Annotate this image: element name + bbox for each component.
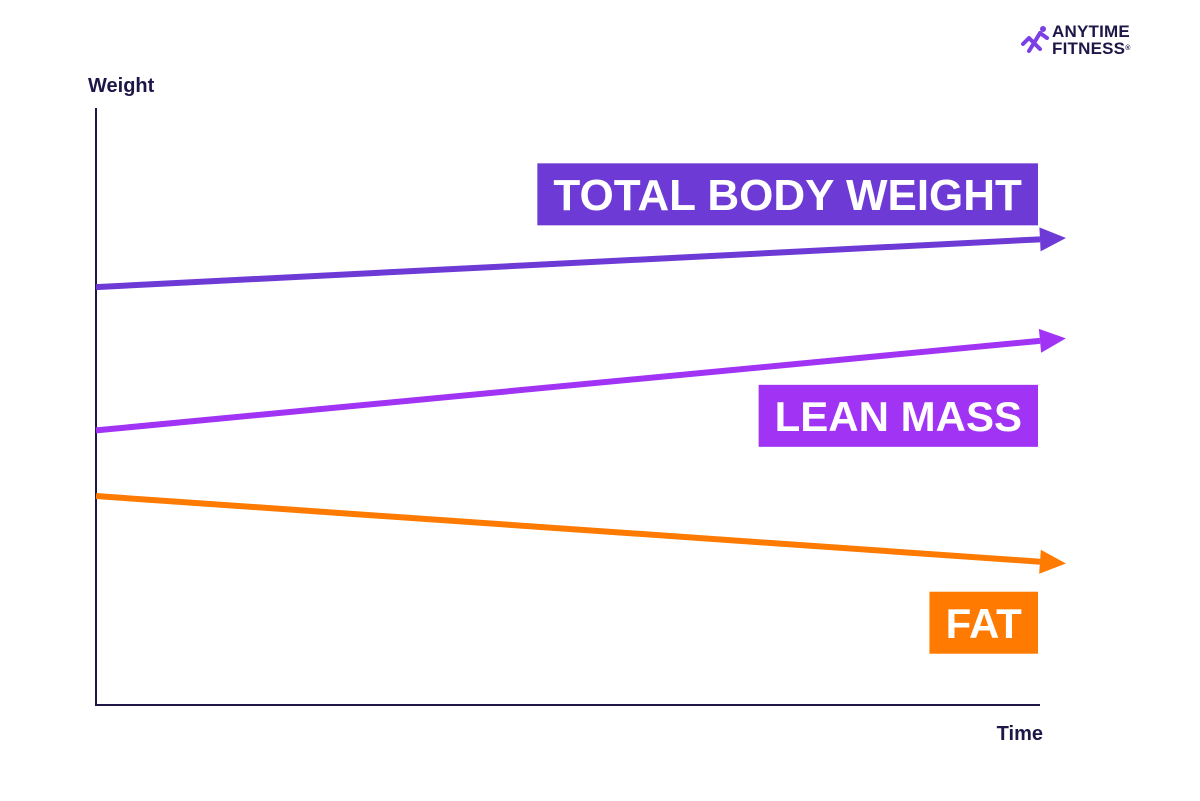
- running-man-icon: [1021, 26, 1049, 53]
- series-line-fat: [95, 493, 1041, 565]
- series-label-text-total-body-weight: TOTAL BODY WEIGHT: [553, 171, 1022, 220]
- logo-wordmark: ANYTIME FITNESS®: [1052, 23, 1131, 57]
- series-line-total-body-weight: [95, 236, 1041, 291]
- logo-line-2: FITNESS: [1052, 39, 1126, 58]
- series-label-fat: FAT: [929, 591, 1038, 654]
- series-label-total-body-weight: TOTAL BODY WEIGHT: [537, 163, 1038, 226]
- x-axis-title: Time: [997, 723, 1043, 745]
- series-label-lean-mass: LEAN MASS: [758, 384, 1038, 447]
- logo-line-1: ANYTIME: [1052, 22, 1130, 41]
- registered-mark: ®: [1125, 45, 1131, 52]
- series-arrowhead-fat: [1039, 549, 1066, 574]
- anytime-fitness-logo: ANYTIME FITNESS®: [1020, 22, 1180, 62]
- series-label-text-lean-mass: LEAN MASS: [775, 393, 1022, 440]
- series-line-lean-mass: [95, 337, 1041, 434]
- series-layer: TOTAL BODY WEIGHT LEAN MASS FAT: [95, 163, 1066, 654]
- y-axis-title: Weight: [88, 75, 155, 97]
- series-arrowhead-total-body-weight: [1039, 227, 1066, 252]
- series-label-text-fat: FAT: [946, 600, 1023, 647]
- series-arrowhead-lean-mass: [1038, 328, 1066, 353]
